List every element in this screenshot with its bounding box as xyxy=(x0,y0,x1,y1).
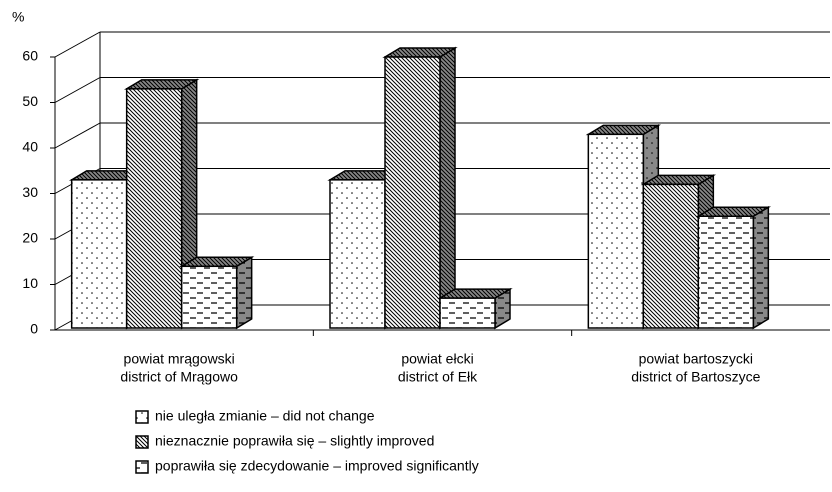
bar xyxy=(437,287,513,330)
bar-front xyxy=(439,297,496,329)
bar xyxy=(178,255,255,330)
x-tick-label: district of Ełk xyxy=(398,369,478,385)
bar-front xyxy=(70,179,128,329)
y-tick-label: 50 xyxy=(22,93,38,109)
bar-front xyxy=(180,265,238,329)
bar-front xyxy=(329,179,386,329)
grid-diagonal xyxy=(54,77,101,103)
legend-label: nieznacznie poprawiła się – slightly imp… xyxy=(155,433,434,449)
x-tick-label: district of Mrągowo xyxy=(120,369,238,385)
bar-front xyxy=(642,183,700,329)
x-tick-label: powiat mrągowski xyxy=(124,351,235,367)
x-tick-label: powiat ełcki xyxy=(401,351,473,367)
bar-front xyxy=(587,133,645,329)
grid-diagonal xyxy=(54,122,101,149)
bar-side xyxy=(752,205,770,330)
bar-front xyxy=(125,88,183,329)
bar-front xyxy=(697,215,755,329)
legend-swatch xyxy=(135,460,149,474)
x-tick-label: district of Bartoszyce xyxy=(631,369,760,385)
legend-swatch xyxy=(135,435,149,449)
legend-label: nie uległa zmianie – did not change xyxy=(155,408,375,424)
y-tick-label: 10 xyxy=(22,275,38,291)
bar-side xyxy=(439,46,456,330)
bar xyxy=(382,46,458,330)
y-tick-label: 60 xyxy=(22,48,38,64)
bar-front xyxy=(384,56,441,329)
y-tick-label: 0 xyxy=(30,321,38,337)
y-tick-label: 40 xyxy=(22,139,38,155)
y-tick-label: 20 xyxy=(22,230,38,246)
x-tick-label: powiat bartoszycki xyxy=(639,351,753,367)
y-tick-label: 30 xyxy=(22,184,38,200)
grid-diagonal xyxy=(54,31,101,58)
legend-label: poprawiła się zdecydowanie – improved si… xyxy=(155,458,479,474)
y-axis-label: % xyxy=(12,9,24,25)
bar-side xyxy=(235,255,253,330)
legend-swatch xyxy=(135,410,149,424)
bar xyxy=(695,205,772,330)
